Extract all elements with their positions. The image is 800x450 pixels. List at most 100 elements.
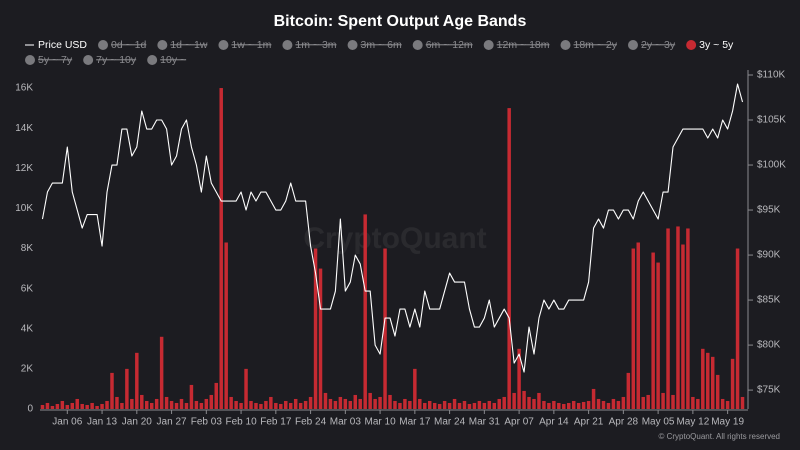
bar bbox=[120, 402, 124, 409]
bar bbox=[418, 398, 422, 409]
bar bbox=[388, 394, 392, 409]
bar bbox=[184, 402, 189, 409]
legend-label: 6m ~ 12m bbox=[426, 39, 473, 51]
bar bbox=[720, 398, 725, 409]
bar bbox=[467, 403, 472, 409]
bar bbox=[631, 248, 636, 409]
bar bbox=[710, 356, 715, 409]
bar bbox=[398, 402, 402, 409]
bar bbox=[646, 394, 650, 409]
bar bbox=[189, 384, 194, 409]
legend-item: 3y ~ 5y bbox=[686, 39, 734, 51]
bar bbox=[567, 402, 571, 409]
bar bbox=[696, 398, 700, 409]
bar bbox=[149, 402, 154, 409]
bar bbox=[259, 403, 263, 409]
bar bbox=[303, 400, 308, 409]
bar bbox=[641, 396, 645, 409]
bar bbox=[85, 404, 89, 409]
bar bbox=[581, 401, 586, 409]
chart-title: Bitcoin: Spent Output Age Bands bbox=[274, 13, 527, 30]
bar bbox=[547, 402, 551, 409]
legend-label: 12m ~ 18m bbox=[497, 39, 550, 51]
bar bbox=[427, 400, 432, 409]
bar bbox=[55, 403, 60, 409]
bar bbox=[199, 402, 204, 409]
legend-label: 1d ~ 1w bbox=[170, 39, 207, 51]
legend-swatch bbox=[282, 40, 293, 50]
bar bbox=[606, 402, 611, 409]
bar bbox=[601, 400, 606, 409]
bar bbox=[154, 398, 159, 409]
legend-label: 10y ~ bbox=[160, 54, 186, 66]
bar bbox=[706, 352, 710, 409]
bar bbox=[105, 400, 109, 409]
bar bbox=[651, 252, 655, 409]
legend-label: 5y ~ 7y bbox=[38, 54, 73, 66]
bar bbox=[691, 396, 695, 409]
bar bbox=[343, 398, 348, 409]
legend-label: 2y ~ 3y bbox=[641, 39, 676, 51]
bar bbox=[50, 405, 55, 409]
bar bbox=[676, 226, 680, 409]
bar bbox=[656, 262, 660, 409]
bar bbox=[507, 108, 511, 410]
legend-label: 0d ~ 1d bbox=[111, 39, 146, 51]
bar bbox=[442, 400, 447, 409]
x-tick-label: Mar 31 bbox=[469, 417, 501, 428]
legend-swatch bbox=[218, 40, 229, 50]
legend-swatch bbox=[412, 40, 423, 50]
bar bbox=[408, 400, 412, 409]
legend-item: 1w ~ 1m bbox=[218, 39, 272, 51]
bar bbox=[323, 392, 328, 409]
y2-tick-label: $90K bbox=[757, 250, 781, 261]
legend-item: Price USD bbox=[25, 39, 87, 51]
y2-tick-label: $95K bbox=[757, 205, 781, 216]
bar bbox=[571, 400, 576, 409]
bar bbox=[562, 403, 566, 409]
bar bbox=[557, 402, 561, 409]
bar bbox=[462, 400, 467, 409]
x-tick-label: Apr 07 bbox=[504, 417, 534, 428]
bar bbox=[288, 402, 293, 409]
y-tick-label: 6K bbox=[21, 283, 34, 294]
bar bbox=[517, 348, 521, 409]
y2-tick-label: $100K bbox=[757, 160, 786, 171]
bar bbox=[636, 242, 640, 409]
legend-swatch bbox=[25, 55, 35, 65]
bar bbox=[666, 228, 670, 409]
x-tick-label: Mar 24 bbox=[434, 417, 466, 428]
bar bbox=[308, 396, 313, 409]
x-tick-label: Mar 10 bbox=[365, 417, 397, 428]
bar bbox=[552, 400, 556, 409]
x-tick-label: May 19 bbox=[711, 417, 744, 428]
bar bbox=[432, 402, 437, 409]
y-tick-label: 16K bbox=[15, 83, 33, 94]
bar bbox=[457, 402, 462, 409]
bar bbox=[487, 400, 492, 409]
bar bbox=[274, 402, 278, 409]
legend-label: 18m ~ 2y bbox=[574, 39, 618, 51]
bar bbox=[264, 400, 268, 409]
legend-swatch bbox=[98, 40, 109, 50]
bar bbox=[423, 402, 427, 409]
bar bbox=[115, 396, 119, 409]
bar bbox=[730, 358, 735, 409]
legend-item: 2y ~ 3y bbox=[627, 39, 676, 51]
bar bbox=[542, 400, 546, 409]
legend-swatch bbox=[347, 40, 358, 50]
bar bbox=[383, 248, 387, 409]
bar bbox=[174, 402, 179, 409]
bar bbox=[472, 402, 477, 409]
bar bbox=[45, 402, 50, 409]
x-tick-label: Feb 10 bbox=[226, 417, 258, 428]
bar bbox=[100, 403, 104, 409]
bar bbox=[249, 400, 253, 409]
x-tick-label: Jan 13 bbox=[87, 417, 117, 428]
bar bbox=[626, 372, 631, 409]
y-tick-label: 2K bbox=[21, 364, 34, 375]
bar bbox=[393, 400, 397, 409]
y-tick-label: 14K bbox=[15, 123, 33, 134]
bar bbox=[95, 405, 99, 409]
